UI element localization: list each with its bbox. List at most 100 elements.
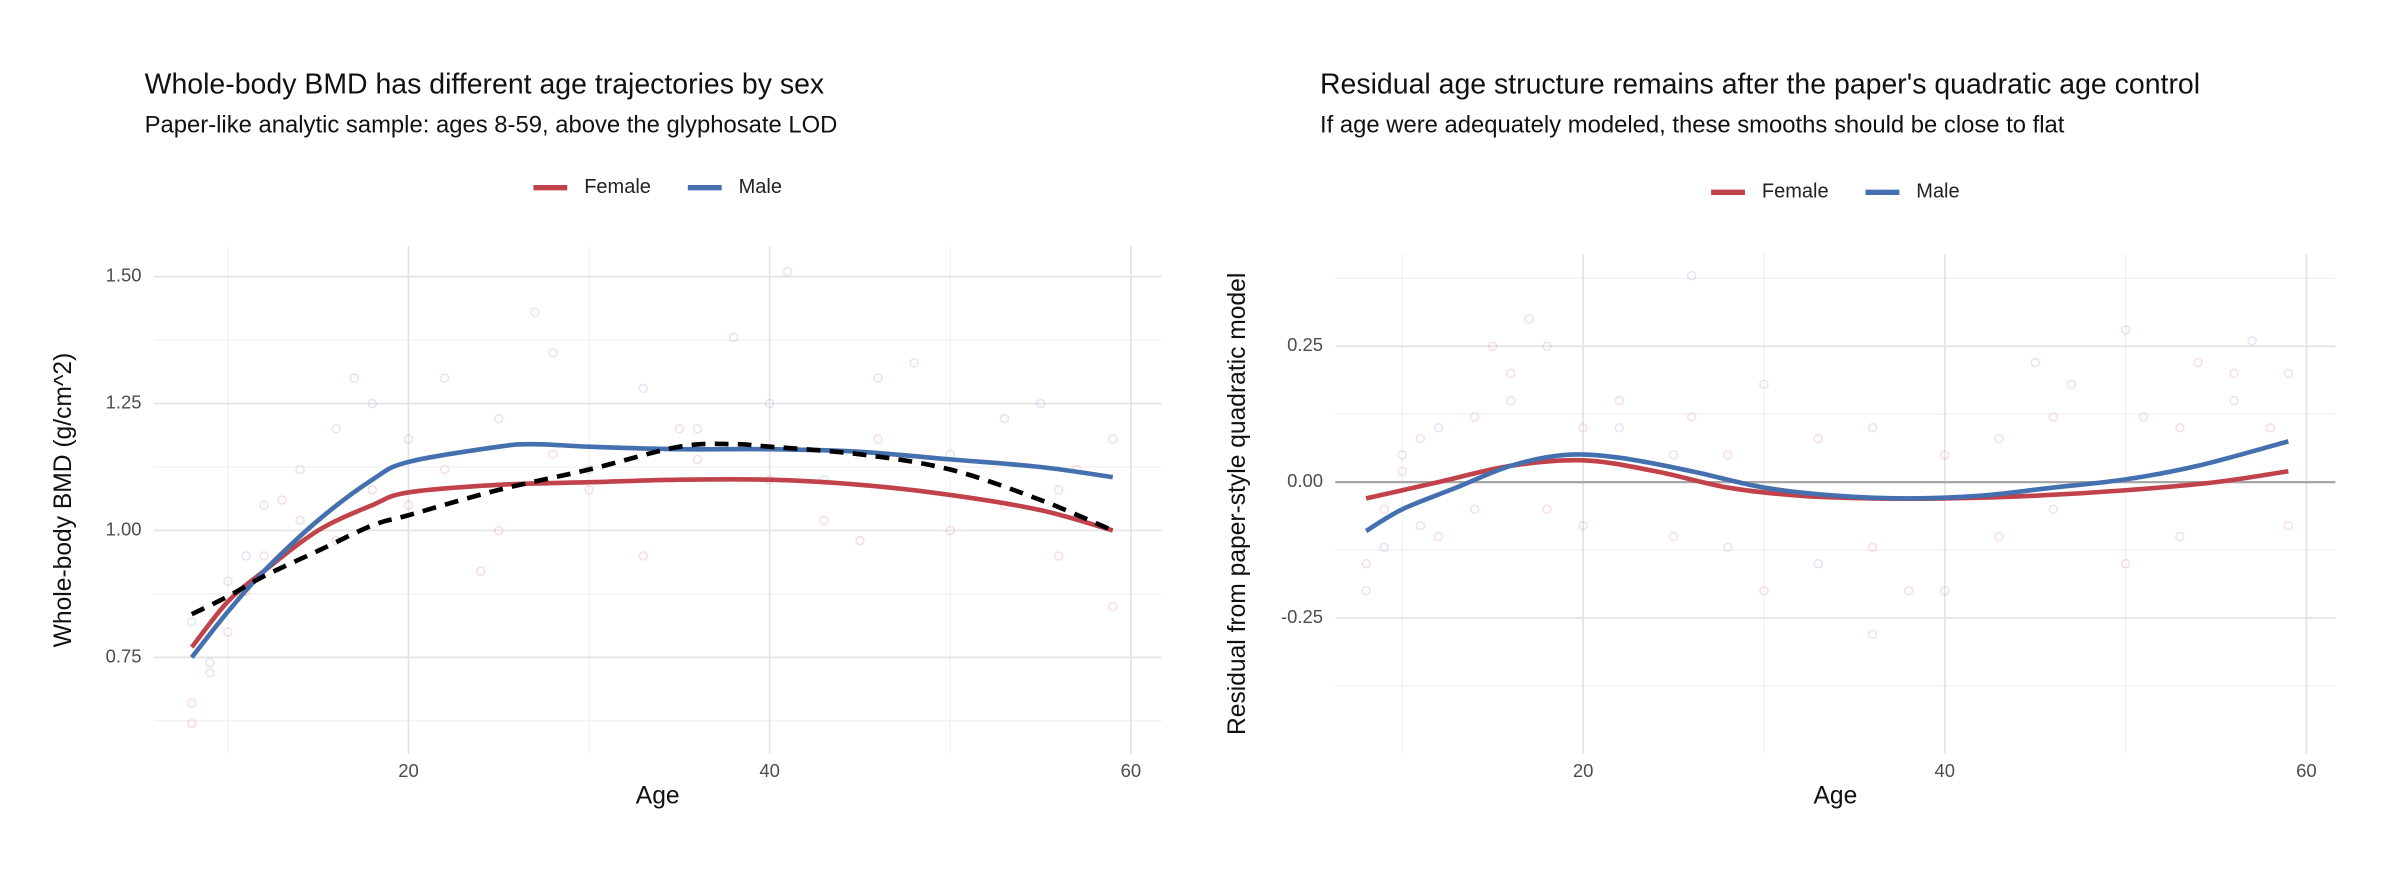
scatter-point xyxy=(1053,551,1064,561)
scatter-point xyxy=(1035,398,1046,409)
y-tick-label: 0.00 xyxy=(1287,470,1323,491)
scatter-point xyxy=(1415,433,1426,444)
scatter-point xyxy=(764,398,775,409)
scatter-point xyxy=(187,698,197,708)
scatter-point xyxy=(1813,558,1823,569)
legend-label: Female xyxy=(584,176,651,198)
scatter-point xyxy=(2283,520,2294,531)
scatter-point xyxy=(2229,368,2239,379)
scatter-point xyxy=(1614,422,1625,433)
y-tick-label: 1.50 xyxy=(106,264,142,285)
chart-title: Residual age structure remains after the… xyxy=(1320,69,2200,101)
scatter-point xyxy=(2030,357,2040,368)
scatter-point xyxy=(1469,504,1480,515)
scatter-point xyxy=(1542,504,1552,515)
scatter-point xyxy=(439,373,450,383)
scatter-point xyxy=(1578,422,1588,433)
scatter-point xyxy=(1759,379,1769,390)
scatter-point xyxy=(2048,504,2059,515)
scatter-point xyxy=(1108,434,1118,444)
scatter-point xyxy=(1469,412,1480,422)
scatter-point xyxy=(1940,450,1950,460)
scatter-point xyxy=(1994,433,2004,444)
scatter-point xyxy=(1668,450,1679,460)
scatter-point xyxy=(2138,412,2149,422)
scatter-point xyxy=(909,358,919,368)
scatter-point xyxy=(1542,341,1552,352)
scatter-point xyxy=(241,551,251,561)
scatter-point xyxy=(1433,422,1444,433)
scatter-point xyxy=(1487,341,1498,352)
scatter-point xyxy=(223,627,233,637)
scatter-point xyxy=(1867,629,1878,640)
scatter-point xyxy=(1668,531,1679,542)
scatter-point xyxy=(439,464,450,475)
scatter-point xyxy=(2193,357,2203,368)
scatter-point xyxy=(638,383,649,394)
scatter-point xyxy=(1813,433,1823,444)
x-axis-title: Age xyxy=(636,782,680,809)
scatter-point xyxy=(692,454,703,465)
x-axis-title: Age xyxy=(1813,782,1857,809)
scatter-point xyxy=(403,500,414,510)
scatter-point xyxy=(1361,586,1371,596)
scatter-point xyxy=(494,414,504,424)
scatter-point xyxy=(494,525,504,536)
scatter-point xyxy=(1723,542,1733,553)
scatter-point xyxy=(223,576,233,586)
scatter-point xyxy=(999,414,1010,424)
scatter-point xyxy=(2229,395,2239,406)
scatter-point xyxy=(367,485,378,495)
scatter-point xyxy=(2175,422,2185,433)
scatter-point xyxy=(782,266,793,277)
scatter-point xyxy=(638,551,649,561)
scatter-point xyxy=(1686,270,1697,281)
line xyxy=(1364,439,2289,533)
scatter-point xyxy=(2283,368,2294,379)
scatter-point xyxy=(873,434,883,444)
scatter-point xyxy=(475,566,486,576)
legend: Female Male xyxy=(533,176,782,198)
scatter-point xyxy=(855,535,865,546)
x-tick-label: 20 xyxy=(398,760,419,781)
scatter-point xyxy=(819,515,829,526)
scatter-point xyxy=(277,495,287,505)
scatter-point xyxy=(873,373,883,383)
scatter-point xyxy=(1867,542,1878,553)
scatter-point xyxy=(1578,520,1588,531)
scatter-point xyxy=(1379,542,1389,553)
scatter-point xyxy=(1723,450,1733,460)
scatter-point xyxy=(2247,336,2257,346)
scatter-point xyxy=(403,434,414,444)
scatter-point xyxy=(205,657,215,668)
scatter-point xyxy=(1759,586,1769,596)
scatter-point xyxy=(945,525,956,536)
line xyxy=(189,476,1114,649)
chart-subtitle: Paper-like analytic sample: ages 8-59, a… xyxy=(145,111,838,138)
scatter-point xyxy=(187,617,197,627)
scatter-point xyxy=(1524,314,1534,324)
line xyxy=(190,441,1114,617)
scatter-point xyxy=(2265,422,2276,433)
scatter-point xyxy=(674,424,685,434)
scatter-point xyxy=(1053,485,1064,495)
y-tick-label: -0.25 xyxy=(1281,606,1323,627)
y-axis-title: Whole-body BMD (g/cm^2) xyxy=(50,353,77,648)
scatter-point xyxy=(728,332,739,343)
y-tick-label: 1.00 xyxy=(106,518,142,539)
x-tick-label: 40 xyxy=(759,760,780,781)
scatter-point xyxy=(1108,601,1118,612)
y-tick-label: 0.25 xyxy=(1287,334,1323,355)
scatter-point xyxy=(2048,412,2059,422)
scatter-point xyxy=(295,464,305,475)
y-tick-label: 0.75 xyxy=(106,645,142,666)
scatter-point xyxy=(1614,395,1625,406)
scatter-point xyxy=(548,449,558,460)
legend: Female Male xyxy=(1711,181,1960,203)
legend-label: Male xyxy=(739,176,782,198)
legend-label: Female xyxy=(1762,181,1829,203)
scatter-point xyxy=(259,551,269,561)
chart-subtitle: If age were adequately modeled, these sm… xyxy=(1320,111,2065,138)
scatter-point xyxy=(349,373,360,383)
scatter-point xyxy=(1415,520,1426,531)
